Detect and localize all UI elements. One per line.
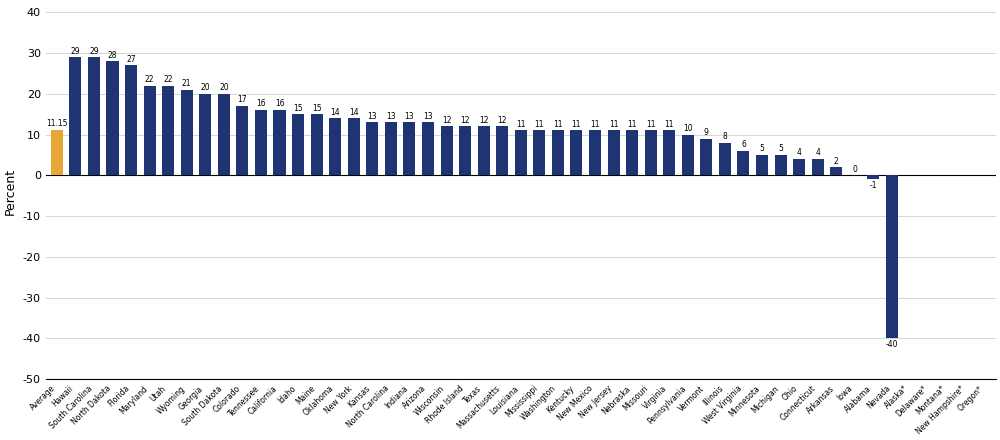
- Bar: [348, 118, 360, 175]
- Text: 11: 11: [535, 120, 544, 129]
- Bar: [626, 131, 638, 175]
- Bar: [478, 126, 490, 175]
- Bar: [144, 86, 156, 175]
- Bar: [682, 135, 694, 175]
- Text: 17: 17: [238, 95, 247, 104]
- Bar: [719, 143, 731, 175]
- Text: 11: 11: [646, 120, 655, 129]
- Bar: [441, 126, 453, 175]
- Bar: [162, 86, 174, 175]
- Text: 20: 20: [200, 83, 210, 92]
- Text: -1: -1: [870, 181, 877, 191]
- Text: 22: 22: [145, 75, 154, 84]
- Bar: [737, 151, 749, 175]
- Text: 6: 6: [741, 140, 746, 149]
- Bar: [311, 114, 323, 175]
- Text: 13: 13: [368, 112, 377, 121]
- Text: 15: 15: [312, 103, 321, 113]
- Bar: [181, 90, 193, 175]
- Text: 11: 11: [609, 120, 618, 129]
- Text: 16: 16: [275, 99, 284, 109]
- Text: 15: 15: [293, 103, 303, 113]
- Bar: [775, 155, 787, 175]
- Text: 27: 27: [126, 55, 136, 64]
- Bar: [830, 167, 842, 175]
- Text: 4: 4: [815, 148, 820, 158]
- Bar: [459, 126, 471, 175]
- Bar: [645, 131, 657, 175]
- Bar: [385, 122, 397, 175]
- Bar: [793, 159, 805, 175]
- Text: 9: 9: [704, 128, 709, 137]
- Y-axis label: Percent: Percent: [4, 168, 17, 215]
- Bar: [589, 131, 601, 175]
- Bar: [515, 131, 527, 175]
- Text: 29: 29: [89, 47, 99, 55]
- Bar: [69, 57, 81, 175]
- Text: 4: 4: [797, 148, 802, 158]
- Text: 11: 11: [590, 120, 600, 129]
- Bar: [608, 131, 620, 175]
- Bar: [886, 175, 898, 338]
- Text: 14: 14: [330, 108, 340, 117]
- Text: 29: 29: [71, 47, 80, 55]
- Text: 5: 5: [778, 144, 783, 153]
- Bar: [292, 114, 304, 175]
- Bar: [88, 57, 100, 175]
- Text: 16: 16: [256, 99, 266, 109]
- Text: 20: 20: [219, 83, 229, 92]
- Bar: [273, 110, 286, 175]
- Bar: [255, 110, 267, 175]
- Text: 5: 5: [760, 144, 764, 153]
- Text: 14: 14: [349, 108, 359, 117]
- Bar: [552, 131, 564, 175]
- Text: 13: 13: [423, 112, 433, 121]
- Bar: [236, 106, 248, 175]
- Text: 21: 21: [182, 79, 191, 88]
- Bar: [199, 94, 211, 175]
- Text: 11.15: 11.15: [46, 119, 68, 128]
- Bar: [366, 122, 378, 175]
- Bar: [218, 94, 230, 175]
- Bar: [663, 131, 675, 175]
- Bar: [51, 130, 63, 175]
- Bar: [756, 155, 768, 175]
- Text: 13: 13: [386, 112, 396, 121]
- Bar: [422, 122, 434, 175]
- Bar: [106, 61, 119, 175]
- Text: 8: 8: [723, 132, 727, 141]
- Text: 28: 28: [108, 51, 117, 59]
- Text: 12: 12: [442, 116, 451, 125]
- Bar: [570, 131, 582, 175]
- Text: 11: 11: [516, 120, 526, 129]
- Bar: [867, 175, 879, 180]
- Text: 22: 22: [163, 75, 173, 84]
- Text: 10: 10: [683, 124, 693, 133]
- Text: 12: 12: [479, 116, 488, 125]
- Bar: [812, 159, 824, 175]
- Bar: [329, 118, 341, 175]
- Bar: [403, 122, 415, 175]
- Text: 11: 11: [664, 120, 674, 129]
- Text: -40: -40: [886, 340, 898, 349]
- Text: 11: 11: [627, 120, 637, 129]
- Bar: [700, 139, 712, 175]
- Text: 12: 12: [497, 116, 507, 125]
- Text: 12: 12: [460, 116, 470, 125]
- Text: 11: 11: [553, 120, 563, 129]
- Bar: [496, 126, 508, 175]
- Bar: [125, 65, 137, 175]
- Text: 2: 2: [834, 157, 839, 165]
- Text: 0: 0: [852, 165, 857, 174]
- Bar: [533, 131, 545, 175]
- Text: 11: 11: [572, 120, 581, 129]
- Text: 13: 13: [405, 112, 414, 121]
